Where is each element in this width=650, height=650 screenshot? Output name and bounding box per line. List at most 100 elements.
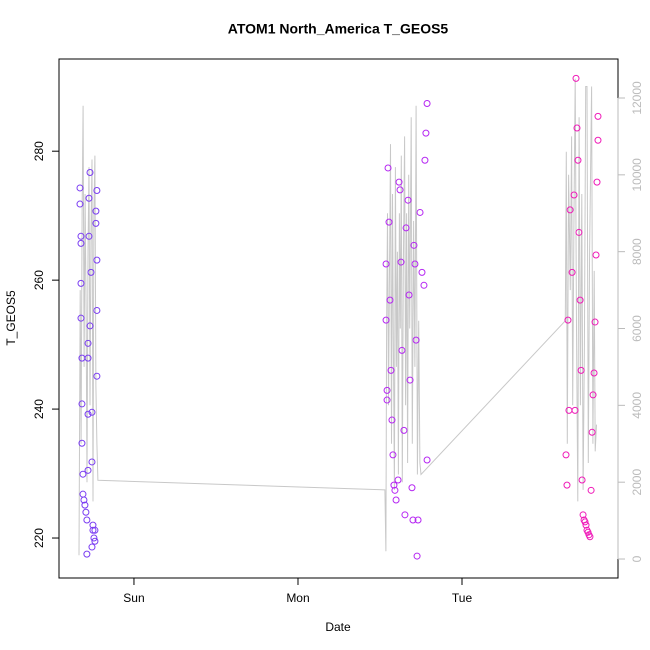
point: [423, 456, 431, 464]
point: [93, 372, 101, 380]
point: [568, 268, 576, 276]
point: [78, 400, 86, 408]
point: [398, 346, 406, 354]
point: [78, 439, 86, 447]
point: [88, 408, 96, 416]
point: [81, 501, 89, 509]
point: [420, 281, 428, 289]
y-tick-label: 220: [32, 528, 46, 548]
point: [86, 168, 94, 176]
point: [416, 208, 424, 216]
point: [77, 239, 85, 247]
x-tick-label: Sun: [123, 591, 144, 605]
point: [84, 354, 92, 362]
point: [86, 322, 94, 330]
x-axis-label: Date: [325, 620, 351, 634]
point: [394, 476, 402, 484]
point: [593, 178, 601, 186]
point: [396, 186, 404, 194]
point: [582, 521, 590, 529]
point: [389, 451, 397, 459]
point: [89, 526, 97, 534]
point: [93, 306, 101, 314]
point: [384, 164, 392, 172]
point: [405, 291, 413, 299]
point: [572, 74, 580, 82]
altitude-line: [78, 78, 597, 556]
y2-tick-label: 6000: [630, 315, 644, 342]
point: [85, 232, 93, 240]
x-tick-label: Tue: [452, 591, 473, 605]
point: [578, 476, 586, 484]
x-tick-label: Mon: [286, 591, 309, 605]
point: [84, 410, 92, 418]
point: [406, 376, 414, 384]
y2-tick-label: 4000: [630, 392, 644, 419]
point: [576, 296, 584, 304]
point: [590, 369, 598, 377]
point: [385, 218, 393, 226]
point: [401, 511, 409, 519]
point: [88, 543, 96, 551]
point: [408, 484, 416, 492]
point: [594, 136, 602, 144]
y2-tick-label: 2000: [630, 469, 644, 496]
point: [413, 552, 421, 560]
point: [591, 318, 599, 326]
point: [91, 526, 99, 534]
point: [87, 268, 95, 276]
point: [412, 336, 420, 344]
point: [589, 391, 597, 399]
y2-tick-label: 12000: [630, 81, 644, 115]
point: [570, 191, 578, 199]
point: [91, 537, 99, 545]
point: [386, 296, 394, 304]
point: [76, 184, 84, 192]
point: [402, 224, 410, 232]
point: [383, 396, 391, 404]
point: [387, 366, 395, 374]
y2-tick-label: 10000: [630, 158, 644, 192]
point: [592, 251, 600, 259]
point: [79, 470, 87, 478]
point: [83, 550, 91, 558]
point: [84, 466, 92, 474]
point: [421, 156, 429, 164]
point: [90, 534, 98, 542]
point: [575, 228, 583, 236]
y2-tick-label: 8000: [630, 238, 644, 265]
y-tick-label: 280: [32, 141, 46, 161]
point: [77, 232, 85, 240]
point: [422, 129, 430, 137]
point: [92, 207, 100, 215]
point: [411, 260, 419, 268]
point: [83, 516, 91, 524]
point: [88, 458, 96, 466]
point: [414, 516, 422, 524]
point: [562, 451, 570, 459]
point: [563, 481, 571, 489]
point: [77, 279, 85, 287]
y-axis-label: T_GEOS5: [4, 290, 18, 346]
point: [382, 260, 390, 268]
point: [395, 178, 403, 186]
point: [577, 366, 585, 374]
point: [93, 187, 101, 195]
point: [588, 428, 596, 436]
point: [594, 112, 602, 120]
point: [79, 490, 87, 498]
point: [93, 256, 101, 264]
point: [388, 416, 396, 424]
y-tick-label: 260: [32, 270, 46, 290]
plot-frame: [58, 58, 619, 579]
point: [383, 386, 391, 394]
point: [581, 518, 589, 526]
point: [564, 316, 572, 324]
point: [423, 99, 431, 107]
point: [409, 516, 417, 524]
point: [92, 219, 100, 227]
y2-tick-label: 0: [630, 555, 644, 562]
point: [587, 486, 595, 494]
point: [566, 206, 574, 214]
